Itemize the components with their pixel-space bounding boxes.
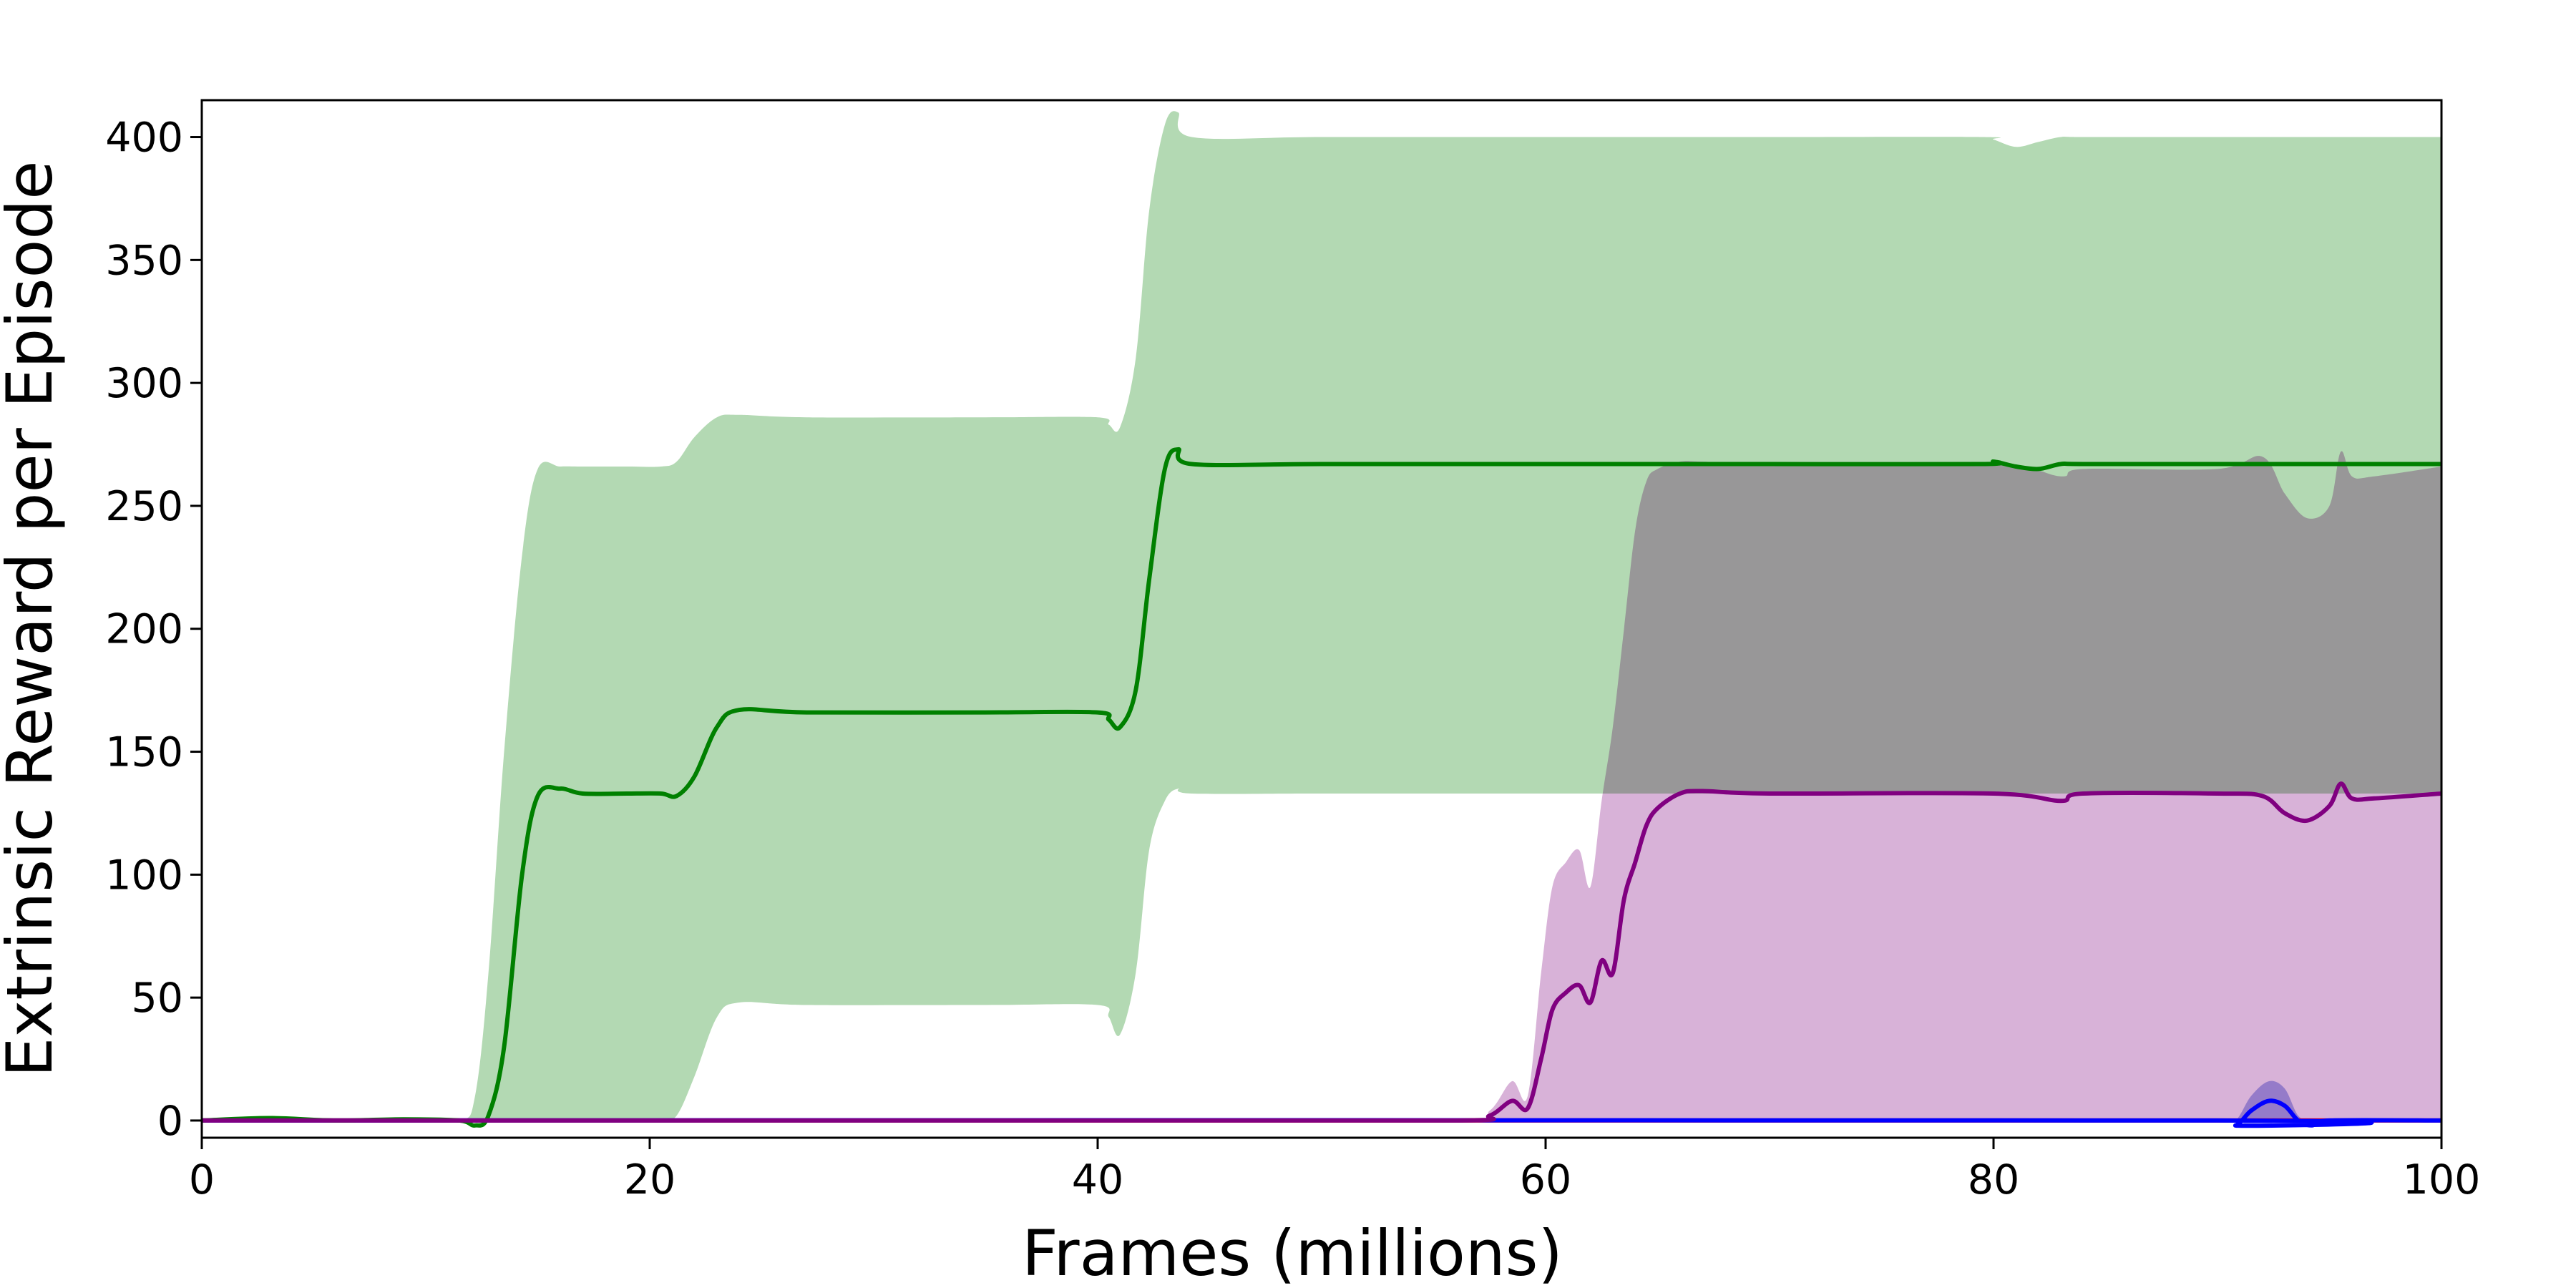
y-tick-label: 400 <box>105 114 183 162</box>
y-tick-label: 50 <box>131 975 183 1022</box>
series-2-line <box>202 781 2441 1123</box>
x-tick-label: 20 <box>624 1156 676 1204</box>
y-tick-label: 100 <box>105 852 183 899</box>
y-tick-label: 250 <box>105 483 183 530</box>
x-axis-label: Frames (millions) <box>1022 1216 1563 1288</box>
y-tick-label: 150 <box>105 729 183 776</box>
series-1-line <box>202 447 2441 1128</box>
confidence-bands <box>202 111 2441 1126</box>
plot-frame <box>200 99 2443 1139</box>
x-tick-label: 80 <box>1968 1156 2020 1204</box>
y-tick-label: 200 <box>105 606 183 653</box>
x-axis-ticks: 0 20 40 60 80 100 <box>189 1138 2481 1204</box>
x-tick-label: 100 <box>2403 1156 2481 1204</box>
x-tick-label: 0 <box>189 1156 215 1204</box>
x-tick-label: 40 <box>1072 1156 1124 1204</box>
series-2-band <box>202 451 2441 1121</box>
series-1-band <box>202 111 2441 1122</box>
y-tick-label: 350 <box>105 237 183 284</box>
y-tick-label: 0 <box>157 1098 183 1145</box>
y-axis-label: Extrinsic Reward per Episode <box>0 161 67 1078</box>
x-tick-label: 60 <box>1520 1156 1572 1204</box>
y-axis-ticks: 0 50 100 150 200 250 300 350 400 <box>105 114 202 1145</box>
y-tick-label: 300 <box>105 360 183 407</box>
mean-lines <box>202 447 2441 1128</box>
